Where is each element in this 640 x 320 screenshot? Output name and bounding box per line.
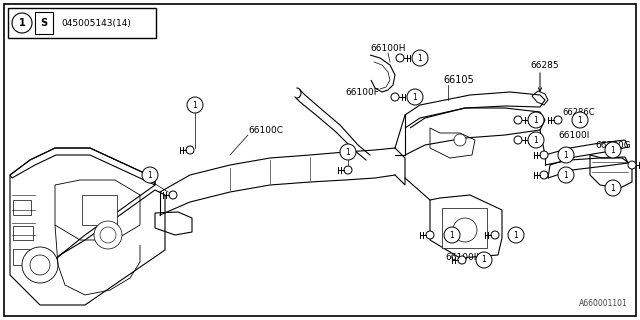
Text: 66100F: 66100F bbox=[345, 87, 379, 97]
Text: S: S bbox=[40, 18, 47, 28]
Text: 1: 1 bbox=[193, 100, 197, 109]
Bar bbox=[8, 8, 156, 38]
Circle shape bbox=[30, 255, 50, 275]
Circle shape bbox=[169, 191, 177, 199]
Bar bbox=[82, 195, 117, 225]
Circle shape bbox=[340, 144, 356, 160]
Text: 66100G: 66100G bbox=[595, 140, 631, 149]
Circle shape bbox=[605, 180, 621, 196]
Circle shape bbox=[396, 54, 404, 62]
Text: 1: 1 bbox=[418, 53, 422, 62]
Text: 1: 1 bbox=[564, 150, 568, 159]
Circle shape bbox=[100, 227, 116, 243]
Circle shape bbox=[514, 136, 522, 144]
Text: 1: 1 bbox=[482, 255, 486, 265]
Circle shape bbox=[528, 132, 544, 148]
Circle shape bbox=[540, 151, 548, 159]
Circle shape bbox=[491, 231, 499, 239]
Circle shape bbox=[391, 93, 399, 101]
Circle shape bbox=[514, 116, 522, 124]
Text: 1: 1 bbox=[578, 116, 582, 124]
Circle shape bbox=[453, 218, 477, 242]
Text: 1: 1 bbox=[564, 171, 568, 180]
Circle shape bbox=[186, 146, 194, 154]
Circle shape bbox=[344, 166, 352, 174]
Circle shape bbox=[458, 256, 466, 264]
Text: 1: 1 bbox=[413, 92, 417, 101]
Circle shape bbox=[94, 221, 122, 249]
Circle shape bbox=[22, 247, 58, 283]
Circle shape bbox=[426, 231, 434, 239]
Text: 1: 1 bbox=[346, 148, 350, 156]
Text: 66100C: 66100C bbox=[248, 125, 283, 134]
Circle shape bbox=[412, 50, 428, 66]
Text: 66285: 66285 bbox=[530, 60, 559, 69]
Circle shape bbox=[476, 252, 492, 268]
Text: 66100H: 66100H bbox=[370, 44, 406, 52]
Circle shape bbox=[554, 116, 562, 124]
Bar bbox=[13, 249, 35, 265]
Bar bbox=[13, 226, 33, 240]
Circle shape bbox=[540, 171, 548, 179]
Circle shape bbox=[558, 167, 574, 183]
Text: 66100II: 66100II bbox=[445, 253, 479, 262]
Text: 1: 1 bbox=[450, 230, 454, 239]
Text: 1: 1 bbox=[611, 146, 616, 155]
Circle shape bbox=[605, 142, 621, 158]
Circle shape bbox=[142, 167, 158, 183]
Text: 66105: 66105 bbox=[443, 75, 474, 85]
Text: A660001101: A660001101 bbox=[579, 299, 628, 308]
Circle shape bbox=[187, 97, 203, 113]
Circle shape bbox=[572, 112, 588, 128]
Text: 1: 1 bbox=[19, 18, 26, 28]
Text: 1: 1 bbox=[534, 135, 538, 145]
Text: 66286C: 66286C bbox=[562, 108, 595, 116]
Text: 1: 1 bbox=[534, 116, 538, 124]
Text: 1: 1 bbox=[514, 230, 518, 239]
Circle shape bbox=[628, 161, 636, 169]
Bar bbox=[35, 12, 53, 34]
Circle shape bbox=[12, 13, 32, 33]
Circle shape bbox=[407, 89, 423, 105]
Text: 66100I: 66100I bbox=[558, 131, 589, 140]
Circle shape bbox=[528, 112, 544, 128]
Text: 1: 1 bbox=[611, 183, 616, 193]
Bar bbox=[13, 200, 31, 215]
Text: 045005143(14): 045005143(14) bbox=[61, 19, 131, 28]
Circle shape bbox=[508, 227, 524, 243]
Circle shape bbox=[558, 147, 574, 163]
Text: 1: 1 bbox=[148, 171, 152, 180]
Bar bbox=[442, 208, 487, 248]
Circle shape bbox=[444, 227, 460, 243]
Circle shape bbox=[454, 134, 466, 146]
